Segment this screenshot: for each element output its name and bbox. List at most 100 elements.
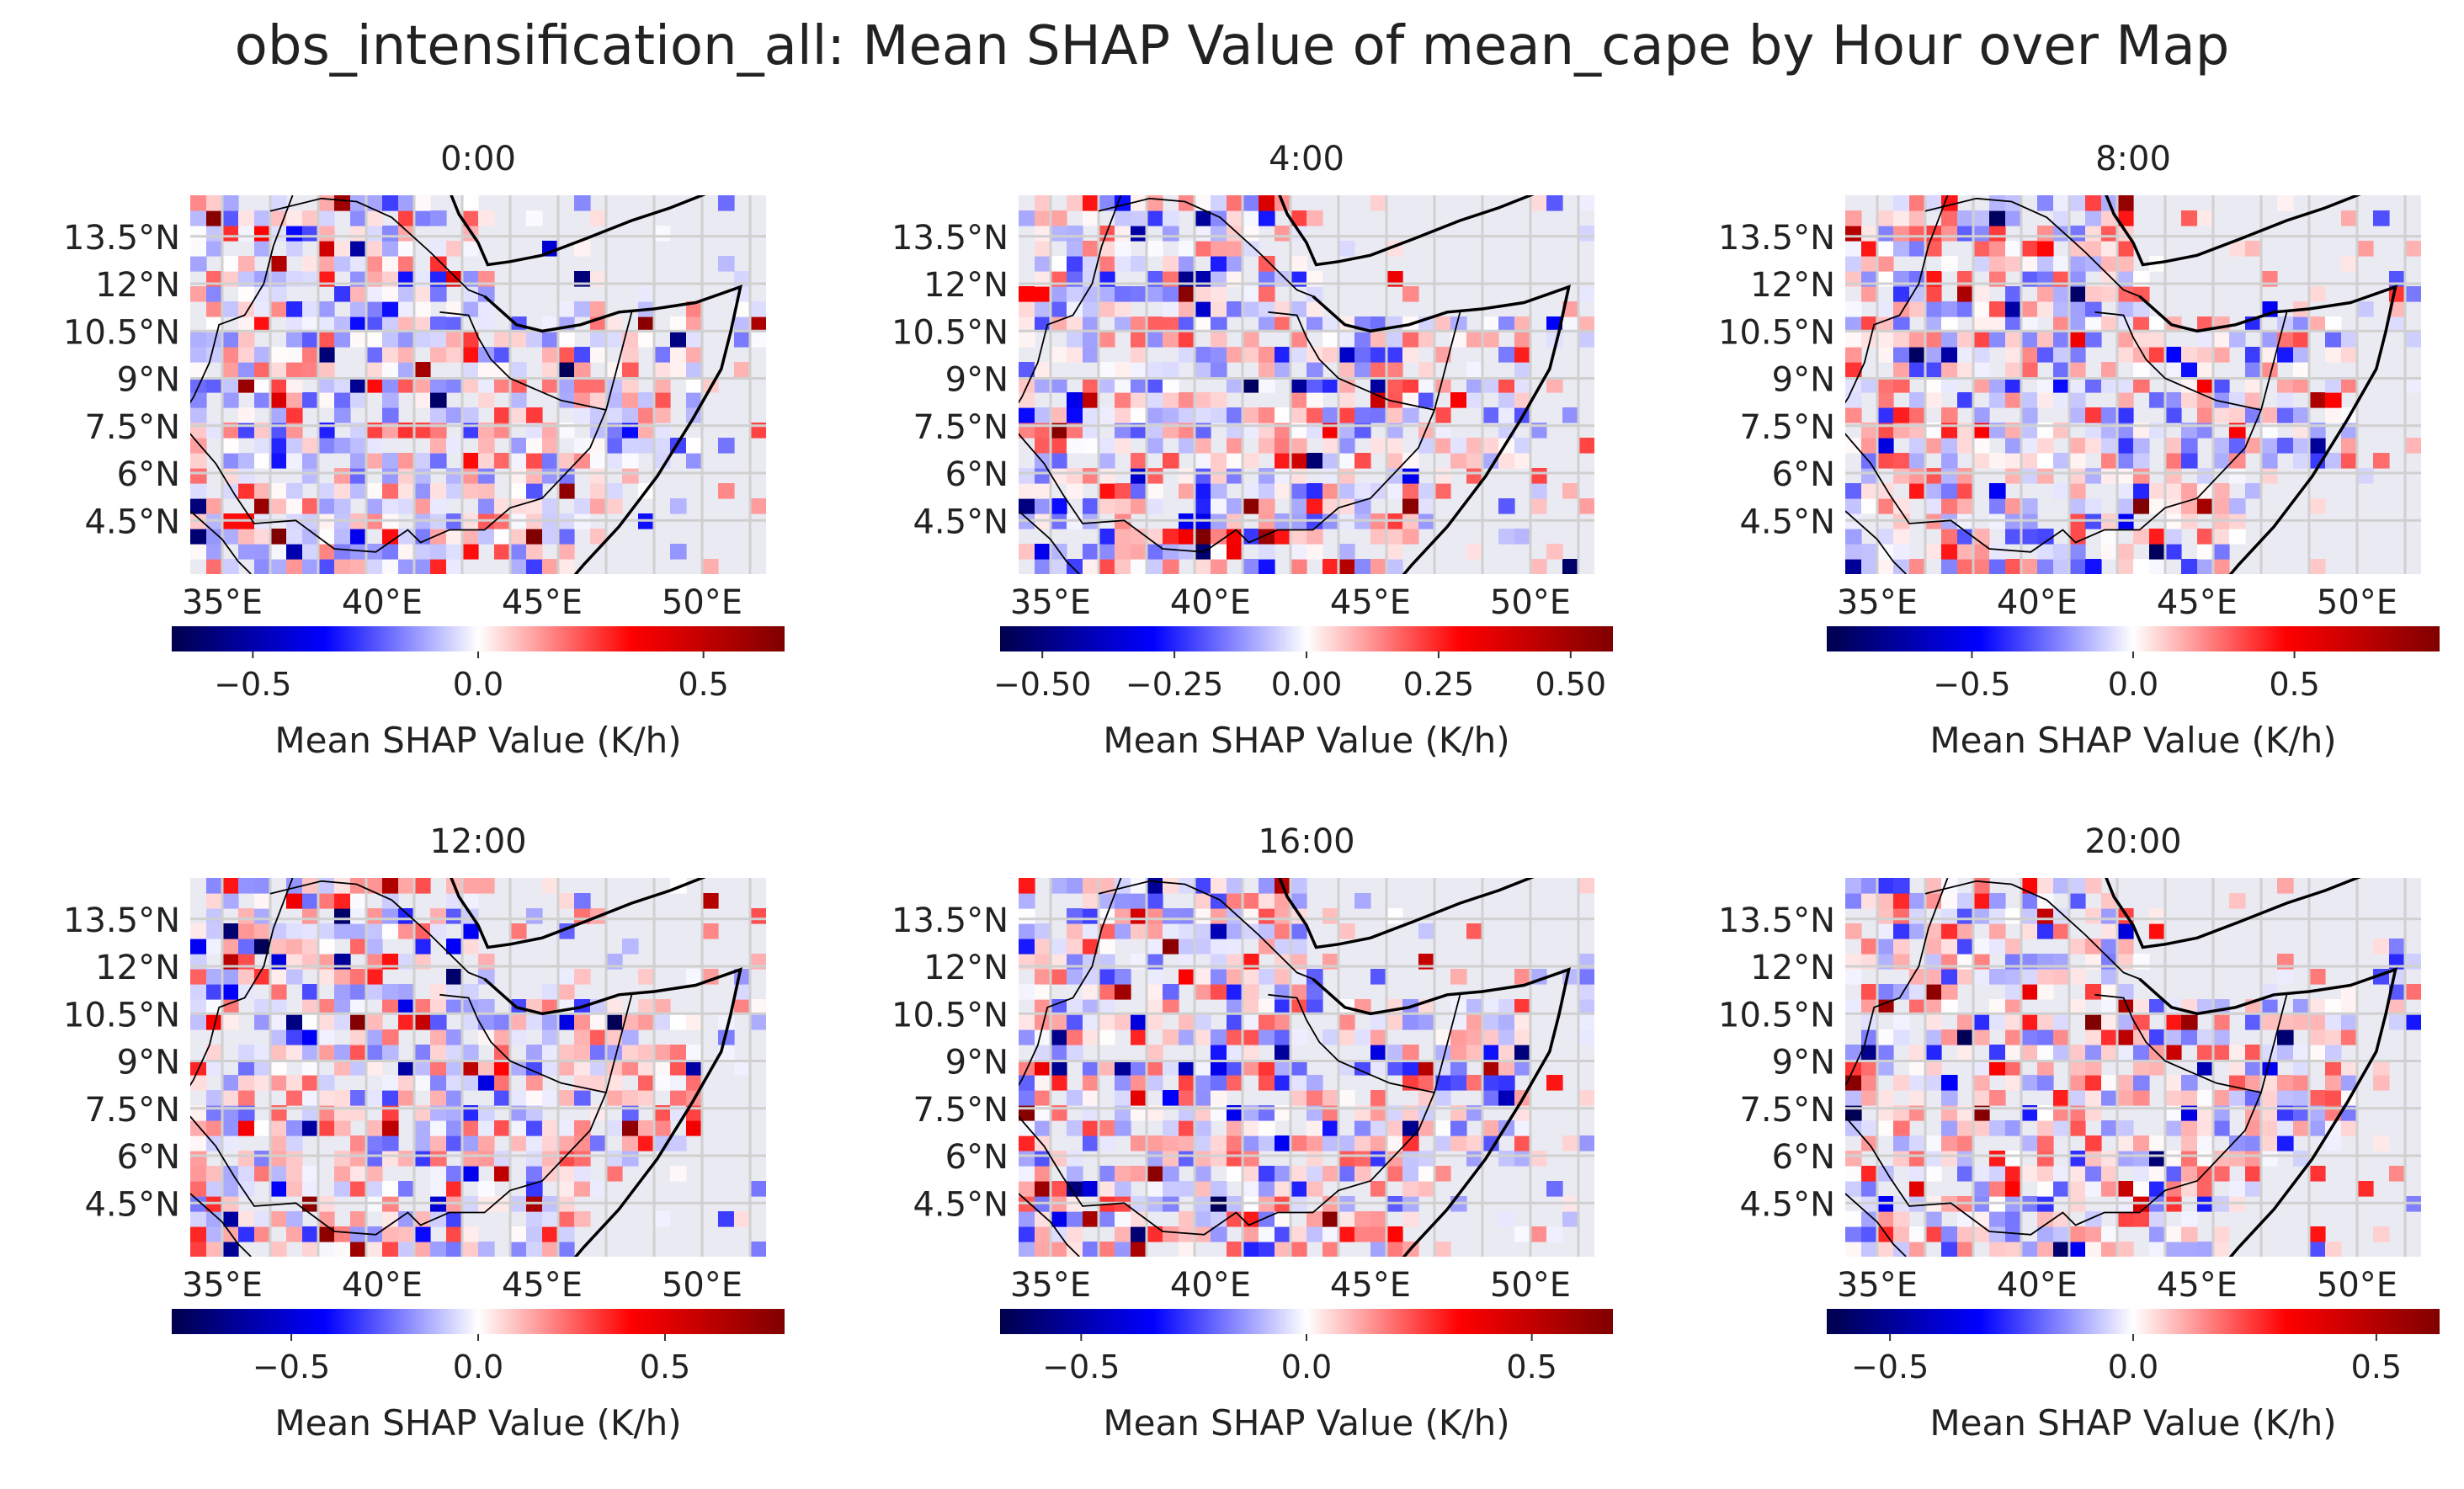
heatmap-cell — [1035, 1120, 1051, 1136]
heatmap-cell — [574, 453, 591, 469]
heatmap-cell — [622, 1045, 639, 1061]
heatmap-cell — [2405, 332, 2421, 348]
heatmap-cell — [1163, 878, 1179, 894]
heatmap-cell — [478, 1014, 495, 1030]
heatmap-cell — [2101, 908, 2118, 924]
heatmap-cell — [318, 347, 335, 363]
heatmap-cell — [238, 939, 255, 955]
heatmap-cell — [1035, 498, 1051, 514]
heatmap-cell — [2133, 1181, 2150, 1197]
heatmap-cell — [2117, 453, 2134, 469]
heatmap-cell — [382, 923, 399, 939]
heatmap-cell — [1291, 468, 1307, 484]
heatmap-cell — [1989, 1166, 2006, 1182]
heatmap-cell — [478, 498, 495, 514]
heatmap-cell — [286, 969, 303, 985]
heatmap-cell — [270, 984, 287, 1000]
heatmap-cell — [2117, 1181, 2134, 1197]
heatmap-cell — [1131, 498, 1147, 514]
colorbar-tick-label: −0.25 — [1126, 666, 1223, 703]
heatmap-cell — [2181, 1151, 2198, 1167]
heatmap-cell — [1227, 407, 1243, 423]
heatmap-cell — [270, 544, 287, 560]
heatmap-cell — [1067, 1029, 1083, 1045]
heatmap-cell — [2213, 453, 2230, 469]
heatmap-cell — [1530, 1226, 1547, 1242]
heatmap-cell — [254, 559, 271, 574]
heatmap-cell — [670, 1060, 687, 1076]
heatmap-cell — [1941, 453, 1958, 469]
heatmap-cell — [670, 1135, 687, 1151]
heatmap-cell — [526, 544, 543, 560]
heatmap-cell — [1925, 1060, 1942, 1076]
heatmap-cell — [1099, 999, 1115, 1015]
heatmap-cell — [238, 226, 255, 242]
heatmap-cell — [1402, 529, 1419, 545]
coastline-red-sea — [1278, 195, 1535, 267]
heatmap-cell — [1845, 1242, 1862, 1257]
heatmap-cell — [558, 893, 575, 909]
heatmap-cell — [1307, 362, 1323, 378]
heatmap-cell — [1195, 483, 1211, 499]
heatmap-cell — [2037, 1151, 2054, 1167]
heatmap-cell — [2101, 377, 2118, 393]
heatmap-cell — [1973, 1014, 1990, 1030]
heatmap-cell — [1386, 332, 1403, 348]
heatmap-cell — [446, 377, 463, 393]
heatmap-cell — [2149, 316, 2166, 332]
heatmap-cell — [206, 969, 223, 985]
heatmap-cell — [334, 893, 351, 909]
heatmap-cell — [1514, 1120, 1531, 1136]
heatmap-cell — [510, 559, 527, 574]
heatmap-cell — [2405, 241, 2421, 257]
heatmap-cell — [2165, 407, 2182, 423]
heatmap-cell — [1957, 1226, 1974, 1242]
heatmap-cell — [1211, 256, 1227, 272]
heatmap-cell — [1941, 1090, 1958, 1106]
heatmap-cell — [1051, 498, 1067, 514]
heatmap-cell — [2117, 468, 2134, 484]
heatmap-cell — [254, 210, 271, 226]
heatmap-cell — [1035, 1211, 1051, 1227]
heatmap-cell — [1099, 377, 1115, 393]
coastline-somalia — [1312, 285, 1571, 574]
heatmap-cell — [206, 1181, 223, 1197]
heatmap-cell — [1147, 316, 1163, 332]
heatmap-cell — [414, 210, 431, 226]
heatmap-cell — [1083, 1075, 1099, 1091]
heatmap-cell — [1861, 1090, 1878, 1106]
heatmap-cell — [2005, 498, 2022, 514]
heatmap-cell — [1083, 377, 1099, 393]
heatmap-cell — [238, 544, 255, 560]
heatmap-cell — [1973, 210, 1990, 226]
heatmap-cell — [1925, 999, 1942, 1015]
heatmap-cell — [526, 1166, 543, 1182]
heatmap-cell — [670, 1090, 687, 1106]
heatmap-cell — [2197, 1060, 2214, 1076]
heatmap-cell — [638, 999, 655, 1015]
heatmap-cell — [2197, 1045, 2214, 1061]
heatmap-cell — [1115, 923, 1131, 939]
heatmap-cell — [478, 453, 495, 469]
heatmap-cell — [1019, 392, 1035, 408]
heatmap-cell — [1115, 316, 1131, 332]
heatmap-cell — [1861, 1242, 1878, 1257]
heatmap-cell — [1179, 1226, 1195, 1242]
heatmap-cell — [1147, 241, 1163, 257]
heatmap-cell — [398, 544, 415, 560]
heatmap-cell — [1973, 347, 1990, 363]
heatmap-cell — [2373, 1060, 2390, 1076]
heatmap-cell — [462, 1060, 479, 1076]
heatmap-cell — [494, 347, 511, 363]
heatmap-cell — [1498, 1014, 1515, 1030]
heatmap-cell — [1957, 1135, 1974, 1151]
heatmap-cell — [1450, 1120, 1467, 1136]
heatmap-cell — [238, 332, 255, 348]
heatmap-cell — [2021, 347, 2038, 363]
heatmap-cell — [574, 1166, 591, 1182]
heatmap-cell — [2085, 878, 2102, 894]
heatmap-cell — [238, 1120, 255, 1136]
heatmap-cell — [1307, 453, 1323, 469]
heatmap-cell — [1450, 999, 1467, 1015]
heatmap-cell — [1925, 1226, 1942, 1242]
